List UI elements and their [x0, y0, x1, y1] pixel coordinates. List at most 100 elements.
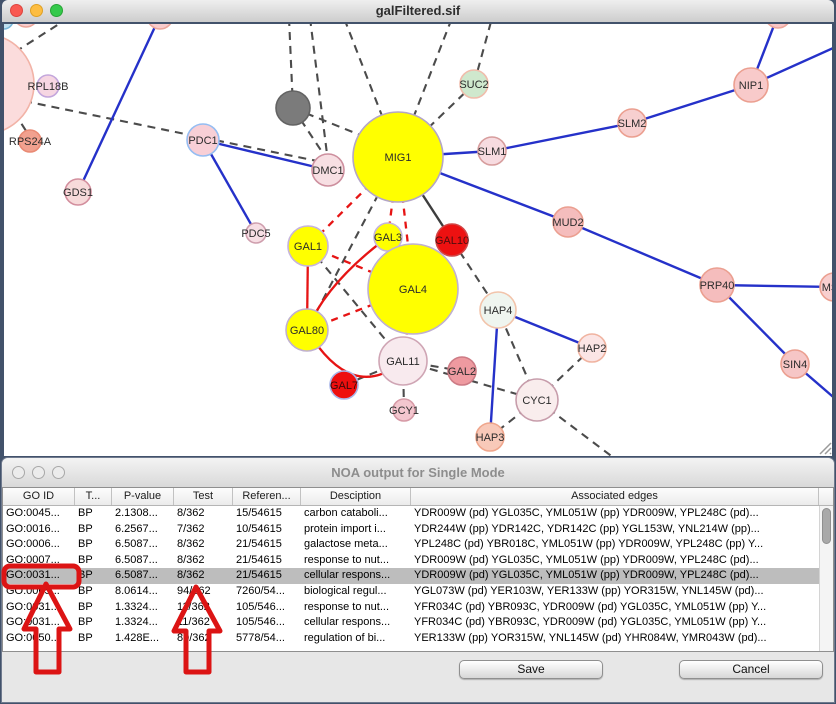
node-RPS24A[interactable]: [18, 129, 42, 153]
table-row[interactable]: GO:0050... BP 1.428E... 80/362 5778/54... reg…: [3, 631, 819, 647]
edge-GAL11-GAL7[interactable]: [343, 360, 404, 386]
node-GAL2[interactable]: [447, 356, 477, 386]
column-header-3[interactable]: Test: [174, 488, 233, 505]
close-button[interactable]: [10, 4, 23, 17]
node-GAL7[interactable]: [329, 370, 359, 400]
zoom-button-inactive[interactable]: [52, 466, 65, 479]
node-SIN4[interactable]: [780, 349, 810, 379]
edge-top-edge2-DMC1[interactable]: [309, 24, 330, 163]
column-header-2[interactable]: P-value: [112, 488, 174, 505]
edge-top-pink-GDS1[interactable]: [76, 24, 160, 193]
vertical-scrollbar[interactable]: [819, 506, 833, 651]
cell-reference: 105/546...: [236, 616, 285, 629]
cell-assoc_edges: YDR009W (pd) YGL035C, YML051W (pp) YDR00…: [414, 553, 759, 566]
node-GAL10[interactable]: [435, 223, 469, 257]
network-canvas[interactable]: RPL18B RPS24A GDS1 PDC1 DMC1 MIG1 SUC2 SLM1 SLM2…: [2, 22, 834, 456]
node-HAP3[interactable]: [475, 422, 505, 452]
node-label-GAL11: GAL11: [386, 356, 419, 368]
zoom-button[interactable]: [50, 4, 63, 17]
save-button[interactable]: Save: [459, 660, 603, 679]
node-RPL18B[interactable]: [36, 74, 60, 98]
node-label-NIP1: NIP1: [739, 80, 763, 92]
table-row[interactable]: GO:0065... BP 8.0614... 94/362 7260/54... bio…: [3, 584, 819, 600]
table-row[interactable]: GO:0031... BP 1.3324... 11/362 105/546... cel…: [3, 615, 819, 631]
node-topright-pink[interactable]: [765, 24, 791, 29]
node-CYC1[interactable]: [515, 378, 559, 422]
node-GAL1[interactable]: [287, 225, 329, 267]
node-label-SUC2: SUC2: [459, 79, 488, 91]
edge-SLM1-SLM2[interactable]: [491, 121, 633, 153]
cell-reference: 21/54615: [236, 553, 282, 566]
resize-grip[interactable]: [819, 442, 832, 455]
node-label-GAL80: GAL80: [290, 325, 324, 337]
edge-PRP40-SIN4[interactable]: [716, 284, 796, 365]
close-button-inactive[interactable]: [12, 466, 25, 479]
network-window-titlebar[interactable]: galFiltered.sif: [2, 0, 834, 23]
edge-MUD2-PRP40[interactable]: [567, 220, 718, 287]
cell-assoc_edges: YDR009W (pd) YGL035C, YML051W (pp) YDR00…: [414, 507, 759, 519]
node-big-left[interactable]: [4, 34, 35, 134]
edge-PDC1-DMC1[interactable]: [202, 138, 329, 172]
column-header-6[interactable]: Associated edges: [411, 488, 819, 505]
edge-big-left-DMC1[interactable]: [23, 99, 323, 164]
cell-go_id: GO:0050...: [6, 631, 60, 644]
table-row-selected[interactable]: GO:0031... BP 6.5087... 8/362 21/54615 cellul…: [3, 568, 819, 584]
column-header-1[interactable]: T...: [75, 488, 112, 505]
scrollbar-thumb[interactable]: [822, 508, 831, 544]
node-MIG1[interactable]: [352, 111, 444, 203]
edge-HAP4-HAP3[interactable]: [488, 309, 500, 438]
network-nodes: RPL18B RPS24A GDS1 PDC1 DMC1 MIG1 SUC2 SLM1 SLM2…: [4, 24, 832, 452]
edge-PRP40-MSN[interactable]: [716, 283, 832, 289]
node-GAL80[interactable]: [285, 308, 329, 352]
minimize-button-inactive[interactable]: [32, 466, 45, 479]
node-top-pink[interactable]: [147, 24, 173, 30]
node-corner-pink[interactable]: [14, 24, 38, 28]
noa-window-titlebar[interactable]: NOA output for Single Mode: [2, 458, 834, 488]
node-HAP4[interactable]: [479, 291, 517, 329]
node-PDC1[interactable]: [186, 123, 220, 157]
column-header-4[interactable]: Referen...: [233, 488, 301, 505]
node-NIP1[interactable]: [733, 67, 769, 103]
node-gray-node[interactable]: [275, 90, 311, 126]
network-graph[interactable]: RPL18B RPS24A GDS1 PDC1 DMC1 MIG1 SUC2 SLM1 SLM2…: [4, 24, 832, 456]
cell-go_id: GO:0006...: [6, 538, 60, 551]
edge-MIG1-top-edge[interactable]: [344, 24, 399, 158]
edge-MIG1-GAL1[interactable]: [307, 156, 399, 247]
edge-PDC1-PDC5[interactable]: [201, 139, 258, 234]
edge-big-left-top-edge[interactable]: [14, 24, 70, 53]
table-row[interactable]: GO:0045... BP 2.1308... 8/362 15/54615 carbon…: [3, 506, 819, 522]
node-label-MIG1: MIG1: [385, 152, 412, 164]
edge-MIG1-top-edge2[interactable]: [397, 24, 452, 158]
node-MUD2[interactable]: [552, 206, 584, 238]
column-header-0[interactable]: GO ID: [3, 488, 75, 505]
node-MSN[interactable]: [819, 272, 832, 302]
edge-gray-node-DMC1[interactable]: [292, 107, 327, 159]
edge-SUC2-top-edge[interactable]: [472, 24, 492, 85]
edge-GAL11-CYC1[interactable]: [402, 359, 538, 402]
cell-type: BP: [78, 616, 93, 629]
node-PDC5[interactable]: [245, 222, 267, 244]
edge-SLM2-NIP1[interactable]: [631, 83, 752, 125]
node-PRP40[interactable]: [699, 267, 735, 303]
node-GAL11[interactable]: [378, 336, 428, 386]
edge-GAL1-GAL11[interactable]: [307, 245, 404, 362]
node-GDS1[interactable]: [64, 178, 92, 206]
table-row[interactable]: GO:0006... BP 6.5087... 8/362 21/54615 galact…: [3, 537, 819, 553]
table-row[interactable]: GO:0031... BP 1.3324... 11/362 105/546... res…: [3, 600, 819, 616]
node-DMC1[interactable]: [311, 153, 345, 187]
cell-assoc_edges: YER133W (pp) YOR315W, YNL145W (pd) YHR08…: [414, 631, 767, 644]
cancel-button[interactable]: Cancel: [679, 660, 823, 679]
cell-type: BP: [78, 507, 93, 519]
node-SUC2[interactable]: [459, 69, 489, 99]
node-SLM1[interactable]: [477, 136, 507, 166]
table-row[interactable]: GO:0007... BP 6.5087... 8/362 21/54615 respon…: [3, 553, 819, 569]
node-corner-blue[interactable]: [4, 24, 13, 30]
node-HAP2[interactable]: [577, 333, 607, 363]
node-GCY1[interactable]: [392, 398, 416, 422]
table-row[interactable]: GO:0016... BP 6.2567... 7/362 10/54615 protei…: [3, 522, 819, 538]
column-header-5[interactable]: Desciption: [301, 488, 411, 505]
minimize-button[interactable]: [30, 4, 43, 17]
node-SLM2[interactable]: [617, 108, 647, 138]
node-GAL4[interactable]: [367, 243, 459, 335]
node-label-HAP4: HAP4: [484, 305, 513, 317]
